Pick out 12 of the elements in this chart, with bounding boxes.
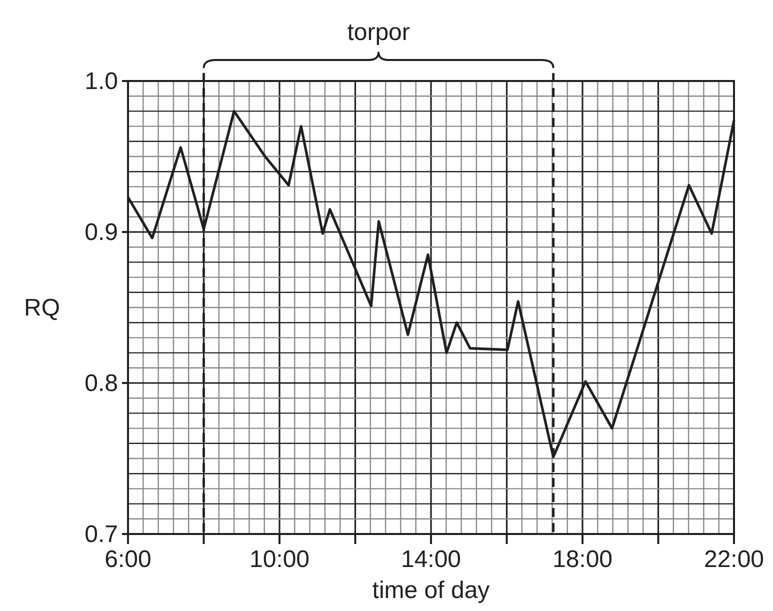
x-tick-label: 10:00 bbox=[249, 546, 310, 573]
y-tick-label: 0.9 bbox=[84, 219, 118, 246]
x-tick-label: 18:00 bbox=[552, 546, 613, 573]
x-tick-label: 22:00 bbox=[704, 546, 764, 573]
y-axis-title: RQ bbox=[24, 294, 60, 322]
x-axis-title: time of day bbox=[372, 577, 490, 604]
x-tick-label: 6:00 bbox=[104, 546, 152, 573]
y-tick-label: 0.8 bbox=[84, 370, 118, 397]
x-tick-label: 14:00 bbox=[400, 546, 462, 573]
text: torpor bbox=[347, 19, 410, 46]
y-tick-label: 0.7 bbox=[84, 521, 118, 548]
y-tick-label: 1.0 bbox=[84, 68, 118, 95]
